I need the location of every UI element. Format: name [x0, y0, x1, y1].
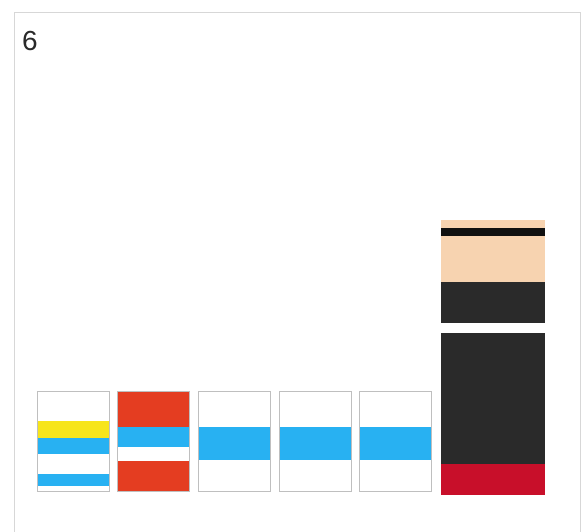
stripe-charcoal: [441, 333, 545, 464]
stripe-white: [199, 460, 270, 491]
stripe-white: [360, 460, 431, 491]
stripe-peach: [441, 220, 545, 228]
striped-tile-3: [198, 391, 271, 492]
stripe-white: [441, 323, 545, 333]
card-number: 6: [22, 25, 38, 56]
stripe-white: [38, 486, 109, 491]
stripe-sky-blue: [38, 438, 109, 454]
stripe-sky-blue: [360, 427, 431, 460]
stripe-white: [118, 447, 189, 461]
stripe-sky-blue: [280, 427, 351, 460]
stripe-white: [199, 392, 270, 427]
stripe-white: [360, 392, 431, 427]
stripe-sky-blue: [38, 474, 109, 486]
stripe-yellow: [38, 421, 109, 438]
striped-tile-1: [37, 391, 110, 492]
stripe-red-orange: [118, 392, 189, 427]
stripe-crimson: [441, 464, 545, 495]
stripe-black: [441, 228, 545, 236]
tall-striped-block: [441, 220, 545, 495]
stripe-white: [280, 392, 351, 427]
stripe-sky-blue: [199, 427, 270, 460]
stripe-white: [38, 454, 109, 474]
stripe-peach: [441, 236, 545, 282]
striped-tile-2: [117, 391, 190, 492]
stripe-red-orange: [118, 461, 189, 491]
striped-tile-5: [359, 391, 432, 492]
stripe-white: [280, 460, 351, 491]
stripe-sky-blue: [118, 427, 189, 447]
stripe-white: [38, 392, 109, 421]
stripe-charcoal: [441, 282, 545, 323]
striped-tile-4: [279, 391, 352, 492]
